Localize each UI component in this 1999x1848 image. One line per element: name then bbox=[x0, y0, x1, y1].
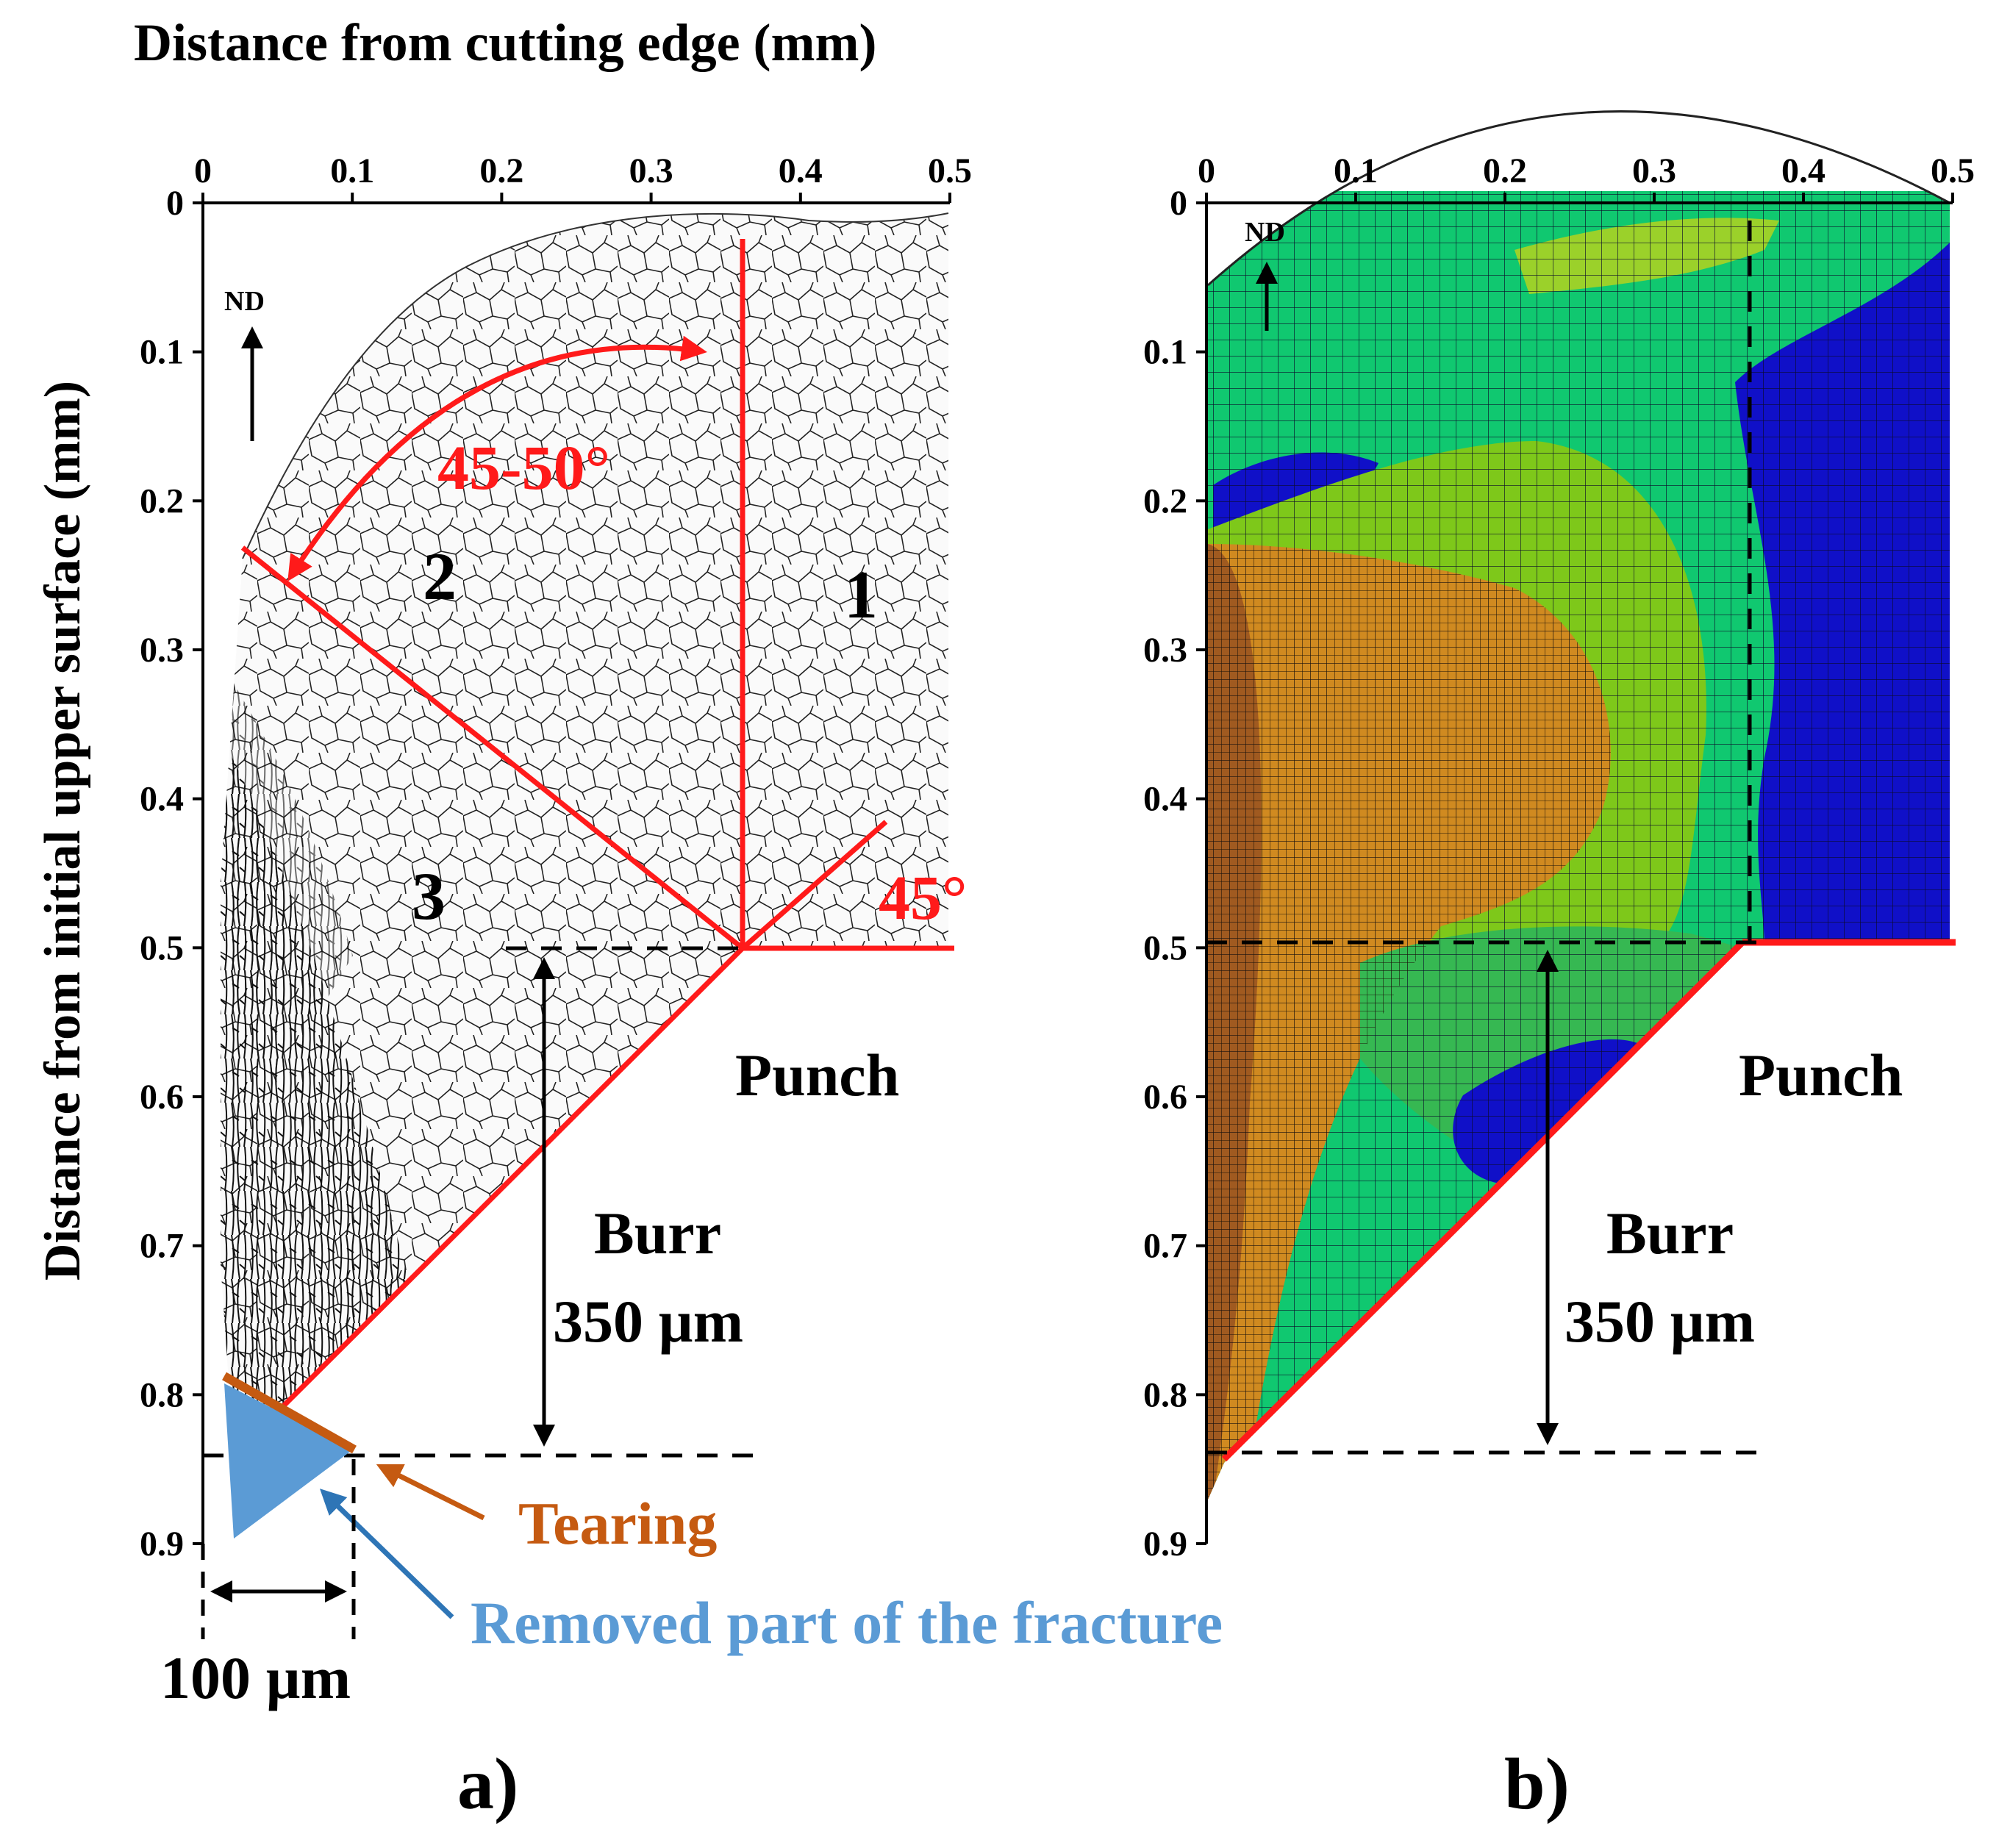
x-tick-label: 0.3 bbox=[1632, 151, 1676, 190]
panel-a: 0 0.1 0.2 0.3 0.4 0.5 0 0.1 0.2 0.3 0.4 0.5 0.6 0.7 0.… bbox=[140, 151, 1223, 1824]
tearing-label: Tearing bbox=[518, 1490, 717, 1557]
y-tick-label: 0.7 bbox=[1143, 1227, 1187, 1266]
y-tick-label: 0 bbox=[1170, 184, 1187, 223]
y-tick-label: 0.5 bbox=[1143, 928, 1187, 967]
removed-part-arrow bbox=[319, 1489, 454, 1619]
micrograph bbox=[221, 213, 948, 1455]
y-tick-label: 0.7 bbox=[140, 1227, 184, 1266]
y-tick-label: 0.8 bbox=[1143, 1375, 1187, 1414]
y-tick-label: 0.8 bbox=[140, 1375, 184, 1414]
x-tick-label: 0.5 bbox=[928, 151, 972, 190]
x-tick-label: 0 bbox=[1198, 151, 1215, 190]
y-tick-label: 0.3 bbox=[140, 631, 184, 670]
panel-a-label: a) bbox=[457, 1743, 518, 1824]
punch-label-b: Punch bbox=[1739, 1042, 1903, 1109]
burr-size-label: 350 µm bbox=[553, 1288, 743, 1355]
y-tick-label: 0.9 bbox=[140, 1525, 184, 1564]
angle-arc-arrow bbox=[287, 335, 707, 581]
x-tick-label: 0.2 bbox=[1483, 151, 1527, 190]
y-tick-label: 0.2 bbox=[1143, 481, 1187, 520]
panel-b-label: b) bbox=[1504, 1743, 1570, 1824]
y-tick-label: 0.5 bbox=[140, 928, 184, 967]
tearing-arrow bbox=[376, 1464, 485, 1521]
y-tick-label: 0.4 bbox=[1143, 780, 1187, 819]
y-tick-label: 0.6 bbox=[140, 1078, 184, 1117]
x-axis-title: Distance from cutting edge (mm) bbox=[134, 13, 876, 72]
y-tick-label: 0.1 bbox=[140, 333, 184, 372]
x-tick-label: 0.1 bbox=[1334, 151, 1378, 190]
punch-edge-line-b bbox=[1221, 939, 1745, 1462]
burr-size-label-b: 350 µm bbox=[1564, 1288, 1755, 1355]
y-tick-label: 0 bbox=[166, 184, 184, 223]
tearing-line bbox=[222, 1372, 357, 1454]
angle-45-line bbox=[740, 820, 888, 950]
diagonal-red-line bbox=[240, 545, 745, 950]
x-tick-label: 0.4 bbox=[779, 151, 823, 190]
x-tick-label: 0.2 bbox=[479, 151, 523, 190]
x-tick-label: 0.4 bbox=[1781, 151, 1825, 190]
removed-label: Removed part of the fracture bbox=[471, 1589, 1223, 1656]
burr-label: Burr bbox=[594, 1200, 721, 1267]
panel-b: 0 0.1 0.2 0.3 0.4 0.5 0 0.1 0.2 0.3 0.4 0.5 0.6 0.7 0.… bbox=[1143, 110, 1975, 1824]
punch-label: Punch bbox=[735, 1042, 899, 1109]
nd-label-b: ND bbox=[1245, 217, 1285, 248]
axis-ticks-a: 0 0.1 0.2 0.3 0.4 0.5 0 0.1 0.2 0.3 0.4 0.5 0.6 0.7 0.… bbox=[140, 151, 972, 1564]
y-axis-title: Distance from initial upper surface (mm) bbox=[35, 381, 91, 1281]
zone-1-label: 1 bbox=[844, 557, 878, 632]
removed-fracture-triangle bbox=[224, 1383, 353, 1539]
angle-label: 45-50° bbox=[437, 432, 610, 503]
y-tick-label: 0.2 bbox=[140, 481, 184, 520]
punch-edge-line bbox=[232, 946, 745, 1458]
zone-3-label: 3 bbox=[412, 859, 446, 934]
burr-label-b: Burr bbox=[1606, 1200, 1734, 1267]
y-tick-label: 0.6 bbox=[1143, 1078, 1187, 1117]
y-tick-label: 0.3 bbox=[1143, 631, 1187, 670]
x-tick-label: 0 bbox=[194, 151, 212, 190]
nd-label: ND bbox=[224, 286, 265, 317]
axis-ticks-b: 0 0.1 0.2 0.3 0.4 0.5 0 0.1 0.2 0.3 0.4 0.5 0.6 0.7 0.… bbox=[1143, 151, 1975, 1564]
y-tick-label: 0.4 bbox=[140, 780, 184, 819]
y-tick-label: 0.1 bbox=[1143, 333, 1187, 372]
width-label: 100 µm bbox=[160, 1644, 351, 1711]
x-tick-label: 0.5 bbox=[1931, 151, 1975, 190]
y-tick-label: 0.9 bbox=[1143, 1525, 1187, 1564]
x-tick-label: 0.1 bbox=[330, 151, 374, 190]
fem-outer-boundary bbox=[1207, 110, 1950, 287]
x-tick-label: 0.3 bbox=[629, 151, 673, 190]
angle2-label: 45° bbox=[879, 862, 967, 933]
zone-2-label: 2 bbox=[423, 539, 457, 614]
